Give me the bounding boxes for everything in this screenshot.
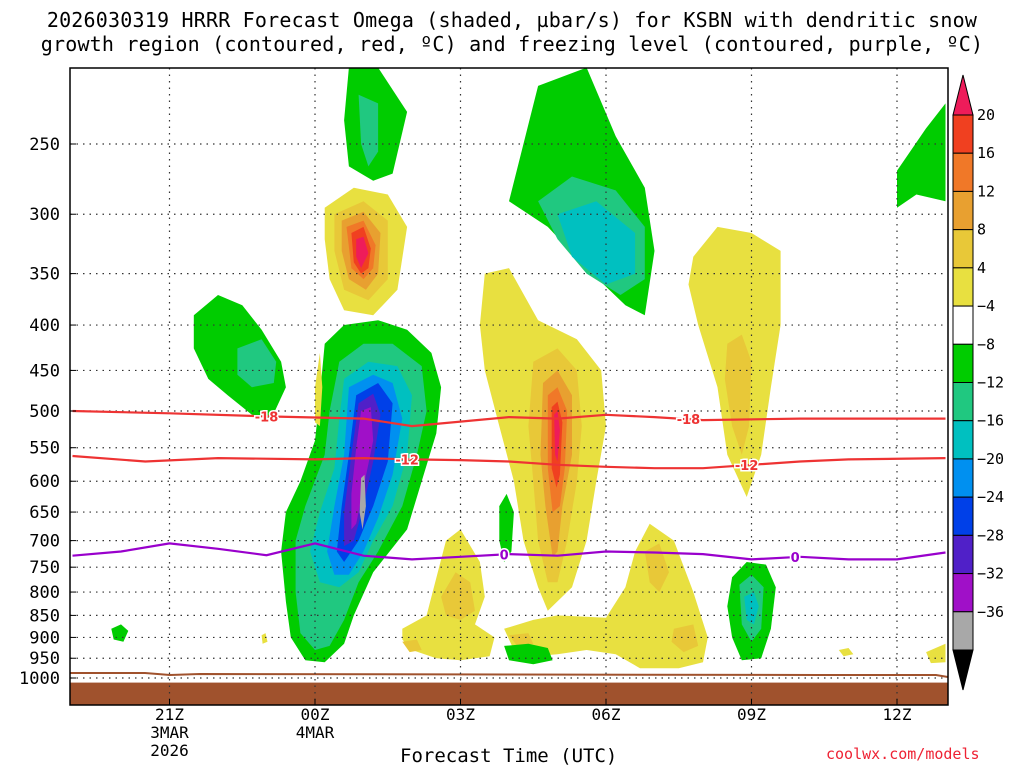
xtick-label-21Z-1: 3MAR — [150, 723, 189, 742]
colorbar-box-11 — [952, 534, 974, 575]
omega-region-main-purple — [351, 407, 374, 530]
ytick-label-900: 900 — [29, 628, 60, 648]
xtick-label-21Z-0: 21Z — [155, 705, 184, 724]
ytick-label-600: 600 — [29, 472, 60, 492]
x-axis-label: Forecast Time (UTC) — [400, 745, 618, 767]
ytick-label-700: 700 — [29, 532, 60, 552]
ytick-label-400: 400 — [29, 316, 60, 336]
ytick-label-650: 650 — [29, 503, 60, 523]
omega-region-tiny-yellow-b — [838, 648, 854, 657]
ground-edge — [70, 672, 948, 678]
contour-line--18 — [72, 409, 946, 428]
omega-region-main-gray — [359, 474, 366, 530]
omega-region-left-teal — [237, 339, 277, 388]
colorbar-box-2 — [952, 190, 974, 231]
omega-region-lower-gold-d — [402, 639, 422, 653]
chart-title-line-2: growth region (contoured, red, ºC) and f… — [40, 32, 984, 56]
colorbar-box-1 — [952, 152, 974, 192]
xtick-label-06Z-0: 06Z — [592, 705, 621, 724]
colorbar-label-12: −32 — [977, 565, 1004, 583]
ytick-label-800: 800 — [29, 583, 60, 603]
colorbar-box-6 — [952, 343, 974, 383]
colorbar-label-9: −20 — [977, 450, 1004, 468]
xtick-label-09Z-0: 09Z — [737, 705, 766, 724]
colorbar-label-7: −12 — [977, 374, 1004, 392]
colorbar-box-5 — [952, 305, 974, 345]
contour-label-0-1: 0 — [791, 551, 800, 566]
omega-region-tiny-yellow-c — [926, 643, 946, 664]
omega-region-lower-gold-a — [441, 572, 475, 620]
colorbar-box-8 — [952, 420, 974, 460]
colorbar-box-9 — [952, 458, 974, 498]
colorbar-label-2: 12 — [977, 182, 995, 200]
omega-region-lower-gold-b — [644, 543, 669, 592]
ytick-label-950: 950 — [29, 649, 60, 669]
xtick-label-00Z-0: 00Z — [301, 705, 330, 724]
ytick-label-750: 750 — [29, 558, 60, 578]
omega-region-small-green-lower — [504, 643, 553, 665]
colorbar-box-7 — [952, 382, 974, 422]
ytick-label-500: 500 — [29, 402, 60, 422]
ytick-label-350: 350 — [29, 265, 60, 285]
colorbar-label-11: −28 — [977, 526, 1004, 544]
ytick-label-850: 850 — [29, 606, 60, 626]
colorbar-box-13 — [952, 611, 974, 651]
ytick-label-450: 450 — [29, 361, 60, 381]
contour-label--12-1: -12 — [735, 459, 759, 474]
contour-line-0 — [72, 542, 946, 561]
omega-region-upper-teal-cell — [358, 94, 379, 167]
colorbar-box-12 — [952, 573, 974, 613]
omega-region-left-tiny-green — [111, 624, 129, 642]
ground-surface-band — [70, 682, 948, 705]
ytick-label-300: 300 — [29, 205, 60, 225]
omega-region-center-magenta — [554, 411, 560, 462]
xtick-label-00Z-1: 4MAR — [296, 723, 335, 742]
contour-line--12 — [72, 454, 946, 470]
contour-label--18-1: -18 — [677, 413, 701, 428]
ytick-label-550: 550 — [29, 439, 60, 459]
plot-frame — [69, 67, 949, 706]
omega-region-upper-pos-magenta — [356, 236, 369, 269]
omega-region-lower-gold-c — [671, 624, 699, 653]
colorbar-label-6: −8 — [977, 335, 995, 353]
colorbar-box-0 — [952, 114, 974, 154]
contour-label--18-0: -18 — [255, 410, 279, 425]
ytick-label-1000: 1000 — [19, 669, 60, 689]
colorbar-label-10: −24 — [977, 488, 1004, 506]
omega-region-right-gold — [724, 334, 752, 455]
ytick-label-250: 250 — [29, 135, 60, 155]
source-credit: coolwx.com/models — [826, 745, 980, 763]
chart-title-line-1: 2026030319 HRRR Forecast Omega (shaded, … — [46, 8, 978, 32]
colorbar-label-3: 8 — [977, 221, 986, 239]
omega-region-tiny-yellow-d — [315, 352, 323, 427]
colorbar-label-5: −4 — [977, 297, 995, 315]
xtick-label-12Z-0: 12Z — [883, 705, 912, 724]
colorbar-box-10 — [952, 496, 974, 536]
colorbar-box-3 — [952, 229, 974, 269]
colorbar-label-1: 16 — [977, 144, 995, 162]
colorbar-label-8: −16 — [977, 412, 1004, 430]
contour-label-0-0: 0 — [500, 548, 509, 563]
omega-region-far-right-green — [897, 103, 946, 208]
contour-label--12-0: -12 — [395, 453, 419, 468]
omega-region-small-green-center — [499, 493, 514, 562]
colorbar-box-4 — [952, 267, 974, 307]
omega-region-tiny-yellow-a — [261, 633, 268, 644]
colorbar-top-cap — [952, 74, 974, 116]
xtick-label-21Z-2: 2026 — [150, 741, 189, 760]
colorbar-label-0: 20 — [977, 106, 995, 124]
colorbar-bottom-cap — [952, 649, 974, 691]
colorbar-label-4: 4 — [977, 259, 986, 277]
xtick-label-03Z-0: 03Z — [446, 705, 475, 724]
colorbar-label-13: −36 — [977, 603, 1004, 621]
plot-area: -18 -18 -12 -12 0 0 — [70, 68, 948, 705]
omega-region-upper-right-cyan — [557, 201, 636, 285]
